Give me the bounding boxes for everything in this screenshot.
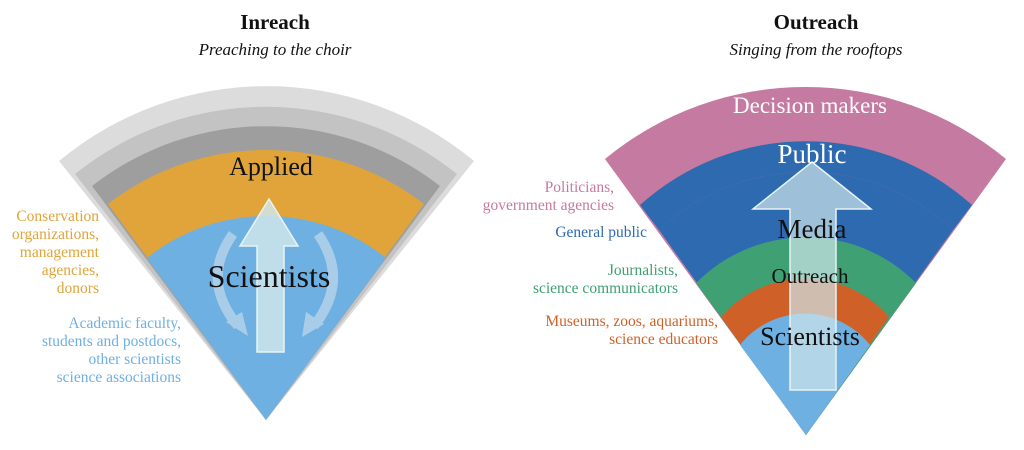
inreach-right-cycle-arrow bbox=[310, 231, 339, 330]
side-line: other scientists bbox=[88, 351, 181, 368]
outreach-public-label: Public bbox=[777, 139, 846, 169]
side-line: organizations, bbox=[11, 226, 99, 243]
inreach-applied-side-label: Conservation organizations, management a… bbox=[0, 208, 99, 298]
side-line: agencies, bbox=[41, 262, 99, 279]
side-line: donors bbox=[56, 280, 99, 297]
outreach-subtitle: Singing from the rooftops bbox=[729, 40, 903, 59]
inreach-title: Inreach bbox=[240, 10, 310, 34]
outreach-scientists-label: Scientists bbox=[760, 322, 860, 351]
side-line: management bbox=[19, 244, 99, 261]
side-line: General public bbox=[555, 224, 647, 241]
outreach-media-side-label: Journalists, science communicators bbox=[470, 262, 678, 298]
outreach-public-top bbox=[640, 141, 972, 230]
inreach-up-arrow bbox=[238, 197, 300, 353]
outreach-title: Outreach bbox=[773, 10, 859, 34]
side-line: science educators bbox=[609, 331, 718, 348]
inreach-scientists-side-label: Academic faculty, students and postdocs,… bbox=[0, 315, 181, 387]
inreach-subtitle: Preaching to the choir bbox=[198, 40, 352, 59]
side-line: government agencies bbox=[482, 197, 614, 214]
outreach-up-arrow bbox=[750, 161, 874, 391]
side-line: science associations bbox=[56, 369, 181, 386]
side-line: Journalists, bbox=[607, 262, 678, 279]
inreach-right-cycle-arrowhead bbox=[302, 312, 324, 337]
inreach-scientists-label: Scientists bbox=[208, 258, 331, 294]
side-line: Conservation bbox=[16, 208, 99, 225]
inreach-left-cycle-arrowhead bbox=[226, 312, 248, 336]
side-line: students and postdocs, bbox=[41, 333, 181, 350]
outreach-media-label: Media bbox=[778, 214, 847, 244]
outreach-public-side-label: General public bbox=[480, 224, 647, 242]
inreach-left-cycle-arrow bbox=[212, 231, 242, 330]
outreach-outreach-side-label: Museums, zoos, aquariums, science educat… bbox=[480, 313, 718, 349]
outreach-decision-makers-side-label: Politicians, government agencies bbox=[440, 179, 614, 215]
inreach-applied-label: Applied bbox=[229, 152, 313, 181]
side-line: science communicators bbox=[532, 280, 678, 297]
outreach-outreach-label: Outreach bbox=[772, 264, 849, 288]
outreach-decision-makers-label: Decision makers bbox=[733, 93, 887, 118]
side-line: Politicians, bbox=[544, 179, 614, 196]
side-line: Academic faculty, bbox=[68, 315, 181, 332]
side-line: Museums, zoos, aquariums, bbox=[545, 313, 718, 330]
